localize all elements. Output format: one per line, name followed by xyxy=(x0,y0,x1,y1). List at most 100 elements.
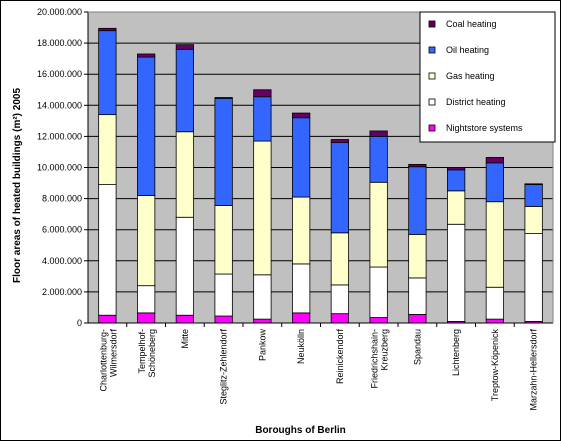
x-tick-label: Neukölln xyxy=(296,329,306,364)
bar-segment xyxy=(98,184,117,316)
x-tick-label-line: Marzahn-Hellersdorf xyxy=(529,329,539,411)
y-tick-labels: 0 2.000.000 4.000.000 6.000.000 8.000.000 10.… xyxy=(37,7,82,328)
bar-segment xyxy=(447,169,466,192)
x-tick-label: Reinickendorf xyxy=(335,329,345,385)
bars xyxy=(98,27,543,324)
y-tick-label: 10.000.000 xyxy=(37,163,82,173)
x-tick-label: Lichtenberg xyxy=(451,329,461,376)
bar-segment xyxy=(253,89,272,98)
bar-segment xyxy=(292,117,311,198)
bar-segment xyxy=(485,318,505,324)
x-tick-label-line: Wilmersdorf xyxy=(108,329,118,378)
bar-segment xyxy=(485,286,505,320)
y-tick-label: 14.000.000 xyxy=(37,100,82,110)
bar-segment xyxy=(137,56,156,196)
legend-swatch xyxy=(428,20,436,28)
bar-segment xyxy=(175,314,195,324)
bar-segment xyxy=(524,184,543,207)
x-tick-label: Tempelhof-Schöneberg xyxy=(137,329,157,378)
bar-segment xyxy=(369,266,388,318)
bar-segment xyxy=(408,277,427,315)
bar-segment xyxy=(330,284,350,315)
x-tick-label-line: Kreuzberg xyxy=(380,329,390,371)
bar-segment xyxy=(175,48,195,133)
bar-segment xyxy=(447,167,466,171)
legend-swatch xyxy=(428,72,436,80)
bar-segment xyxy=(214,273,233,317)
bar-segment xyxy=(408,314,427,324)
x-tick-label-line: Tempelhof- xyxy=(137,329,147,374)
bar-segment xyxy=(175,131,195,218)
bar-segment xyxy=(485,162,505,203)
bar-segment xyxy=(485,156,505,164)
bar-segment xyxy=(175,216,195,316)
bar-segment xyxy=(408,163,427,168)
bar-segment xyxy=(330,313,350,324)
bar-segment xyxy=(137,53,156,58)
x-tick-label: Spandau xyxy=(412,329,422,365)
bar-segment xyxy=(98,314,117,324)
x-tick-label-line: Schöneberg xyxy=(147,329,157,378)
bar-segment xyxy=(253,274,272,320)
bar-segment xyxy=(369,181,388,268)
x-tick-label: Marzahn-Hellersdorf xyxy=(529,329,539,411)
bar-segment xyxy=(292,112,311,119)
bar-segment xyxy=(369,130,388,137)
y-tick-label: 20.000.000 xyxy=(37,7,82,17)
y-axis-title: Floor areas of heated buildings (m²) 200… xyxy=(12,88,23,283)
bar-segment xyxy=(253,96,272,142)
bar-segment xyxy=(214,205,233,275)
bar-segment xyxy=(485,201,505,288)
bar-segment xyxy=(330,232,350,286)
bar-segment xyxy=(292,196,311,265)
y-tick-label: 6.000.000 xyxy=(42,225,82,235)
y-tick-label: 12.000.000 xyxy=(37,131,82,141)
x-tick-label-line: Lichtenberg xyxy=(451,329,461,376)
legend-swatch xyxy=(428,46,436,54)
x-tick-label-line: Reinickendorf xyxy=(335,329,345,385)
x-tick-label-line: Friedrichshain- xyxy=(370,329,380,389)
bar-segment xyxy=(253,140,272,276)
x-axis-title: Boroughs of Berlin xyxy=(255,425,346,436)
bar-segment xyxy=(524,233,543,322)
legend-label: District heating xyxy=(446,97,506,107)
bar-segment xyxy=(330,139,350,144)
x-tick-labels: Charlottenburg-Wilmersdorf Tempelhof-Schö… xyxy=(98,329,538,411)
bar-segment xyxy=(447,190,466,225)
bar-segment xyxy=(137,195,156,287)
bar-segment xyxy=(137,312,156,324)
y-tick-label: 2.000.000 xyxy=(42,287,82,297)
y-tick-label: 16.000.000 xyxy=(37,69,82,79)
x-tick-label: Steglitz-Zehlendorf xyxy=(219,329,229,405)
bar-segment xyxy=(214,315,233,324)
legend-label: Gas heating xyxy=(446,71,495,81)
bar-segment xyxy=(253,318,272,324)
bar-segment xyxy=(408,166,427,235)
legend-box xyxy=(419,11,556,143)
x-tick-label-line: Mitte xyxy=(180,329,190,349)
legend: Coal heating Oil heating Gas heating Distri… xyxy=(419,11,556,143)
x-tick-label-line: Treptow-Köpenick xyxy=(490,329,500,402)
legend-label: Nightstore systems xyxy=(446,123,523,133)
x-tick-label: Treptow-Köpenick xyxy=(490,329,500,402)
bar-segment xyxy=(175,44,195,50)
x-tick-label-line: Spandau xyxy=(412,329,422,365)
legend-label: Oil heating xyxy=(446,45,489,55)
y-tick-label: 0 xyxy=(77,318,82,328)
x-tick-label-line: Pankow xyxy=(257,329,267,362)
x-tick-label-line: Steglitz-Zehlendorf xyxy=(219,329,229,405)
bar-segment xyxy=(214,97,233,207)
y-tick-label: 4.000.000 xyxy=(42,256,82,266)
legend-label: Coal heating xyxy=(446,19,497,29)
bar-segment xyxy=(447,223,466,322)
x-tick-label-line: Neukölln xyxy=(296,329,306,364)
bar-segment xyxy=(292,312,311,324)
bar-segment xyxy=(524,205,543,234)
bar-segment xyxy=(98,27,117,32)
y-tick-label: 18.000.000 xyxy=(37,38,82,48)
bar-segment xyxy=(98,114,117,185)
y-tick-label: 8.000.000 xyxy=(42,194,82,204)
legend-swatch xyxy=(428,98,436,106)
